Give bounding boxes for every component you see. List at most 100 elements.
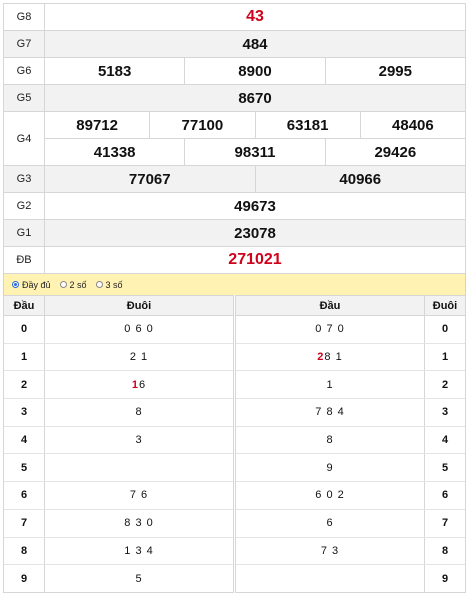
prize-row-g5: G5 8670 — [3, 84, 466, 112]
loto-digits: 8 3 0 — [124, 517, 154, 530]
loto-digit: 1 — [424, 343, 465, 371]
prize-row-g2: G2 49673 — [3, 192, 466, 220]
loto-row: 5 — [4, 454, 233, 483]
loto-digits: 2 1 — [129, 351, 149, 364]
radio-icon[interactable] — [59, 281, 67, 288]
loto-digits — [236, 565, 424, 592]
prize-value-g2: 49673 — [44, 192, 466, 220]
loto-digits: 1 3 4 — [124, 544, 154, 557]
prize-row-g3: G3 77067 40966 — [3, 165, 466, 193]
prize-label: G6 — [3, 57, 45, 85]
option-three-digits[interactable]: 3 số — [95, 280, 123, 290]
loto-digit: 0 — [424, 316, 465, 343]
loto-highlight-digit: 1 — [131, 378, 139, 391]
loto-digits: 1 — [326, 378, 334, 391]
loto-digit: 4 — [4, 426, 45, 454]
prize-value-g7: 484 — [44, 30, 466, 58]
radio-icon[interactable] — [95, 281, 103, 288]
loto-digits: 6 — [326, 517, 334, 530]
prize-value-g6: 5183 — [97, 62, 132, 80]
loto-digits: 9 — [326, 461, 334, 474]
loto-header: Đầu Đuôi — [236, 296, 465, 316]
loto-digit: 9 — [424, 565, 465, 592]
prize-values-g4: 89712 77100 63181 48406 41338 98311 2942… — [44, 111, 466, 166]
loto-digit: 3 — [4, 399, 45, 426]
loto-digits: 8 — [135, 406, 143, 419]
loto-digit: 6 — [4, 482, 45, 509]
prize-table: G8 43 G7 484 G6 5183 8900 2995 G5 8670 G… — [3, 3, 466, 274]
prize-value-g4: 29426 — [324, 139, 465, 165]
loto-digits: 2 8 1 — [236, 344, 424, 371]
loto-digit: 1 — [4, 343, 45, 371]
loto-digit: 7 — [424, 509, 465, 537]
header-dau: Đầu — [319, 299, 341, 312]
prize-row-g1: G1 23078 — [3, 219, 466, 247]
prize-value-g8: 43 — [44, 3, 466, 31]
option-full[interactable]: Đầy đủ — [12, 280, 51, 290]
prize-label: G2 — [3, 192, 45, 220]
prize-values-g6: 5183 8900 2995 — [44, 57, 466, 85]
loto-digits: 7 8 4 — [315, 406, 345, 419]
loto-digits: 6 0 2 — [315, 489, 345, 502]
prize-label: G8 — [3, 3, 45, 31]
loto-digits: 7 3 — [320, 544, 340, 557]
option-label: Đầy đủ — [22, 279, 51, 290]
loto-digits — [45, 454, 233, 481]
prize-label: G4 — [3, 111, 45, 166]
loto-row: 6 7 6 — [4, 482, 233, 510]
loto-row: 9 — [236, 565, 465, 592]
loto-digits-rest: 6 — [139, 378, 147, 391]
prize-label: ĐB — [3, 246, 45, 274]
loto-row: 7 8 4 3 — [236, 399, 465, 427]
loto-digit: 3 — [424, 399, 465, 426]
prize-value-db: 271021 — [44, 246, 466, 274]
loto-digit: 4 — [424, 426, 465, 454]
prize-value-g6: 8900 — [184, 58, 324, 84]
loto-digits: 3 — [135, 434, 143, 447]
loto-digits: 0 6 0 — [124, 323, 154, 336]
prize-label: G5 — [3, 84, 45, 112]
loto-row: 0 0 6 0 — [4, 316, 233, 344]
prize-row-g6: G6 5183 8900 2995 — [3, 57, 466, 85]
prize-value-g3: 77067 — [128, 170, 171, 188]
prize-values-g3: 77067 40966 — [44, 165, 466, 193]
option-two-digits[interactable]: 2 số — [59, 279, 87, 290]
loto-digit: 7 — [4, 509, 45, 537]
loto-row: 7 8 3 0 — [4, 509, 233, 538]
radio-selected-icon[interactable] — [12, 281, 19, 288]
loto-digit: 9 — [4, 565, 45, 592]
loto-row: 8 1 3 4 — [4, 537, 233, 566]
prize-row-db: ĐB 271021 — [3, 246, 466, 274]
loto-digits-rest: 8 1 — [324, 351, 343, 364]
loto-digits: 7 6 — [129, 489, 149, 502]
loto-row: 0 7 0 0 — [236, 316, 465, 344]
prize-label: G3 — [3, 165, 45, 193]
lottery-results: G8 43 G7 484 G6 5183 8900 2995 G5 8670 G… — [3, 3, 466, 593]
loto-row: 7 3 8 — [236, 537, 465, 566]
prize-row-g8: G8 43 — [3, 3, 466, 31]
prize-label: G7 — [3, 30, 45, 58]
loto-digit: 8 — [424, 537, 465, 565]
prize-label: G1 — [3, 219, 45, 247]
prize-value-g4: 63181 — [254, 112, 360, 138]
prize-value-g4: 41338 — [93, 143, 136, 161]
loto-digits: 0 7 0 — [315, 323, 345, 336]
loto-digit: 6 — [424, 482, 465, 509]
option-label: 2 số — [69, 279, 87, 290]
display-options: Đầy đủ 2 số 3 số — [3, 274, 466, 295]
prize-value-g4: 77100 — [149, 112, 254, 138]
loto-digits: 1 6 — [45, 371, 233, 398]
loto-header: Đầu Đuôi — [4, 296, 233, 316]
prize-row-g4: G4 89712 77100 63181 48406 41338 98311 2… — [3, 111, 466, 166]
loto-digit: 5 — [424, 454, 465, 482]
